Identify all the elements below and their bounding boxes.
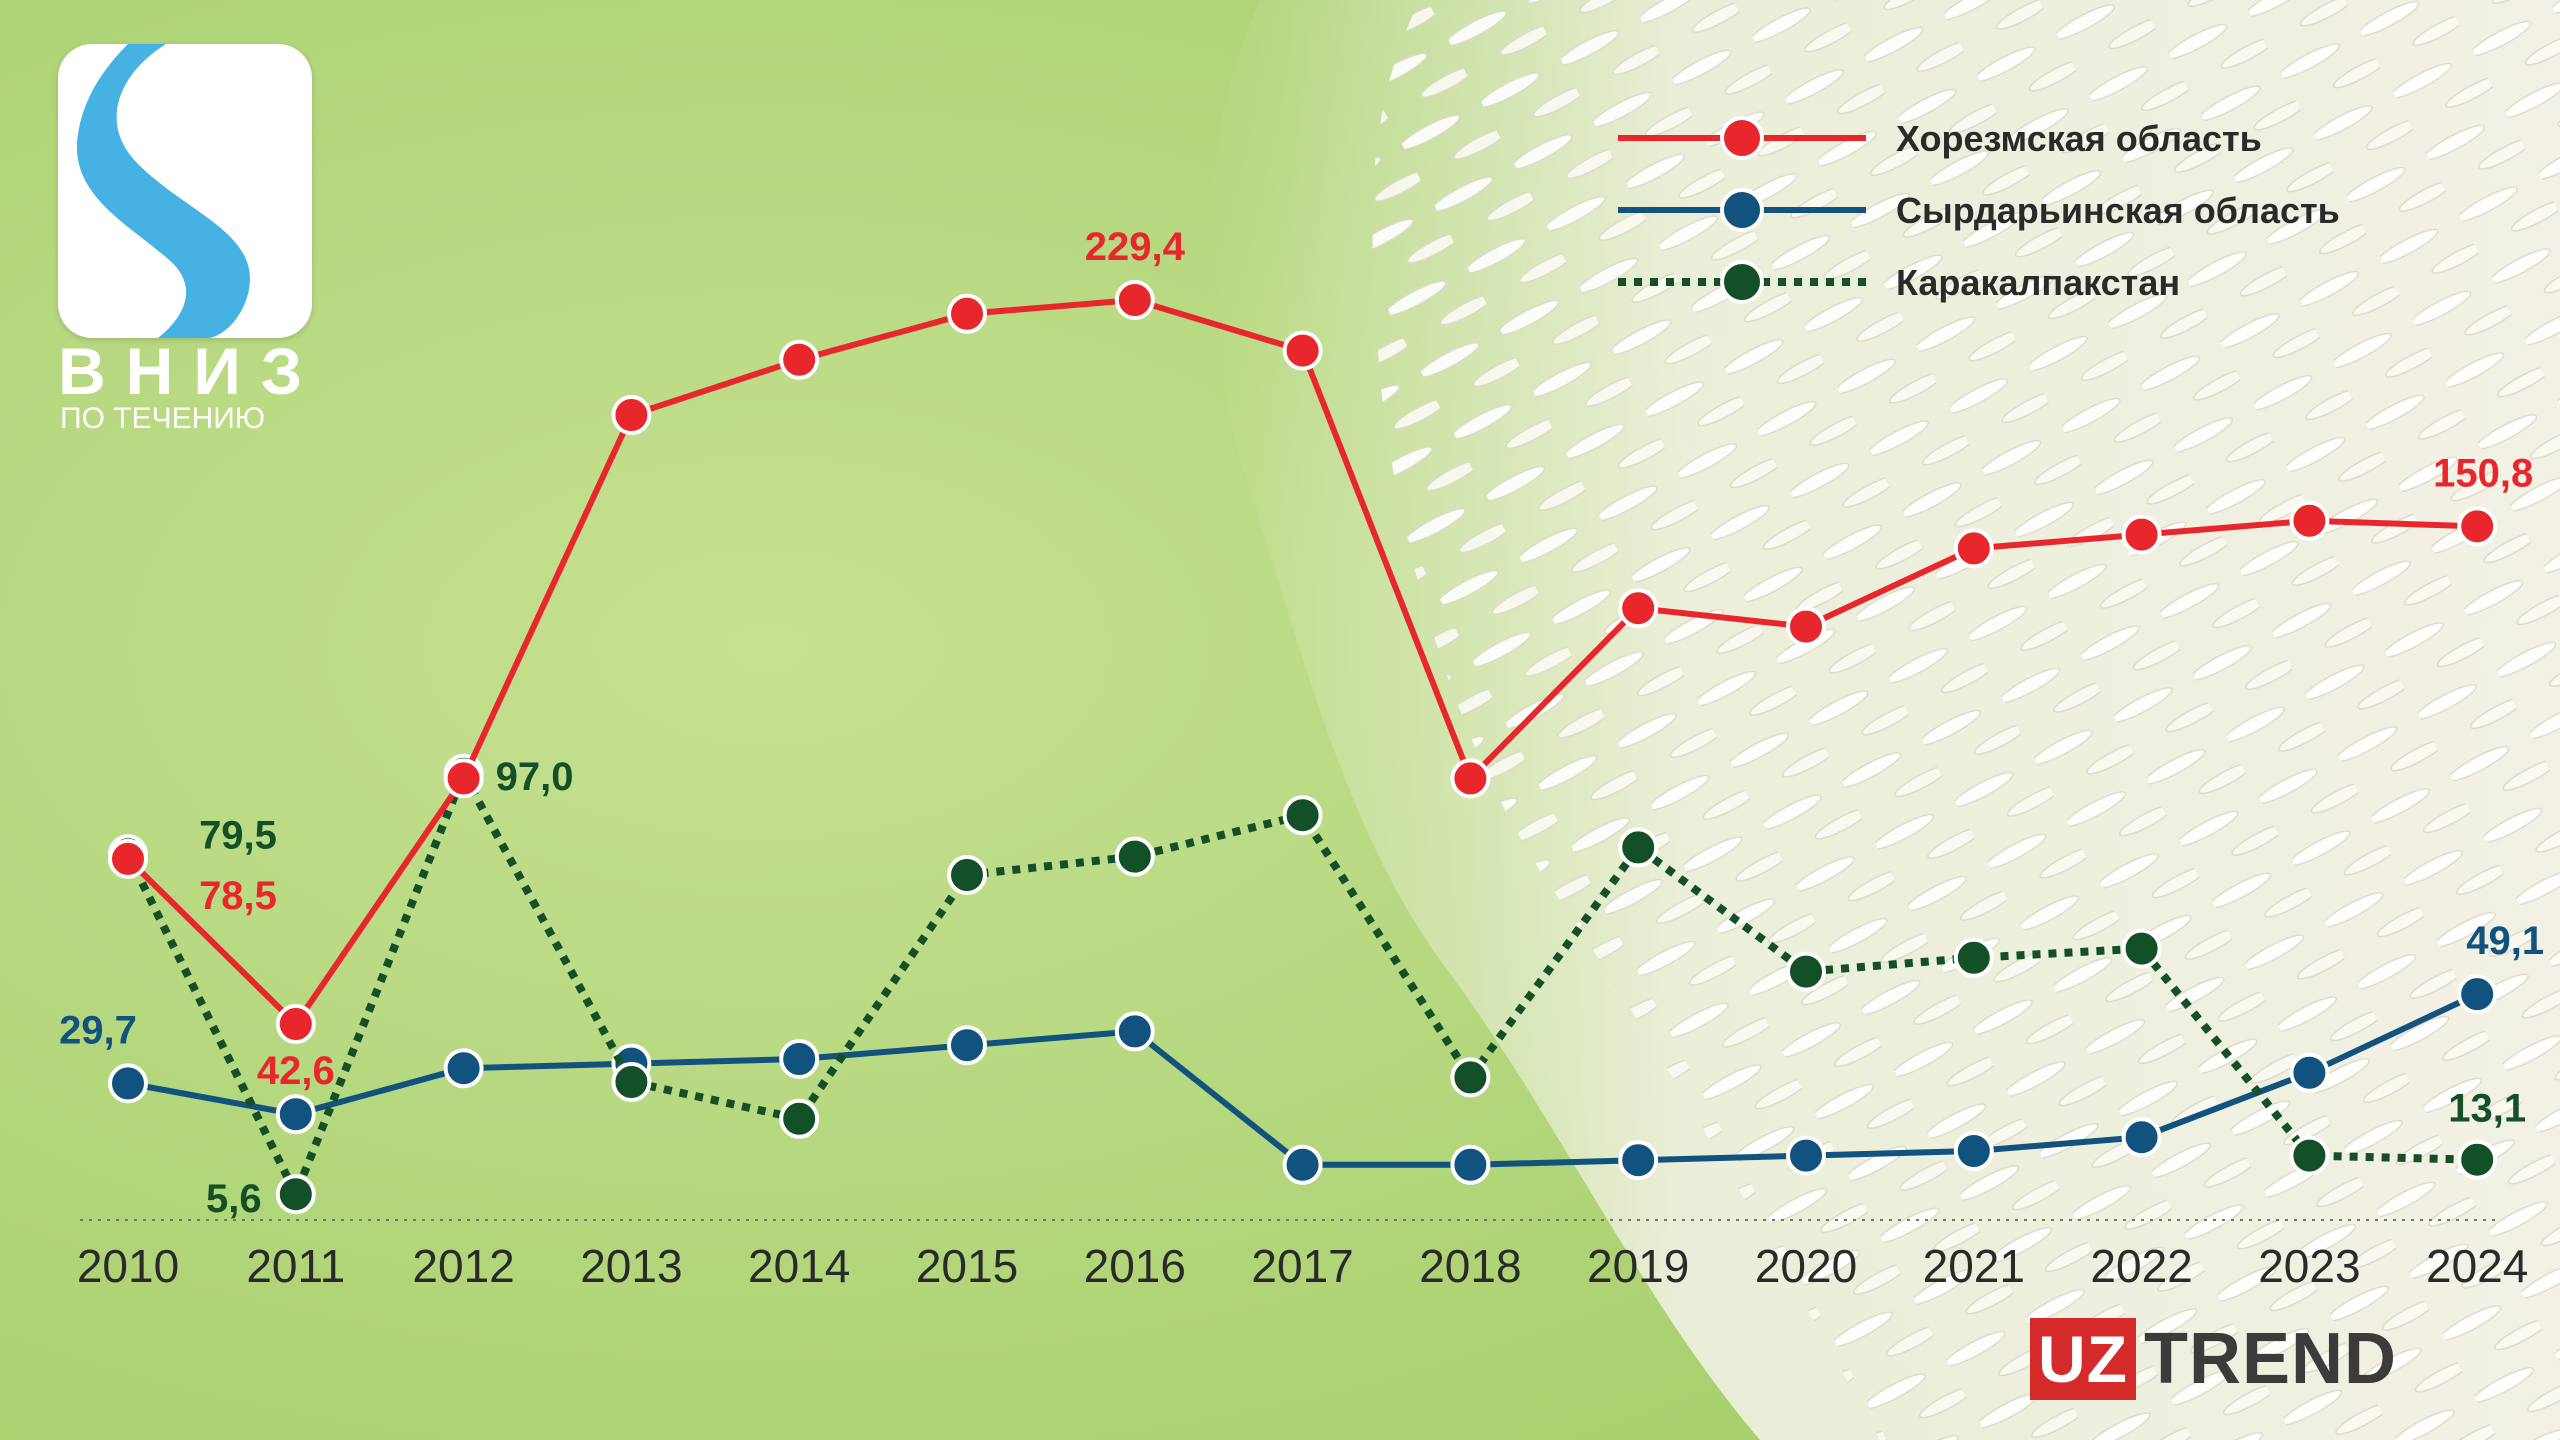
x-tick-label-2020: 2020 (1755, 1240, 1857, 1292)
river-icon (76, 44, 250, 338)
series-2-point-2014 (779, 1098, 820, 1139)
series-2-point-2016 (1114, 836, 1155, 877)
x-tick-label-2012: 2012 (412, 1240, 514, 1292)
legend-marker-2 (1720, 260, 1764, 304)
series-line-2 (124, 769, 2478, 1199)
series-1-point-2018 (1450, 1144, 1491, 1185)
series-0-point-2017 (1282, 330, 1323, 371)
x-tick-label-2014: 2014 (748, 1240, 850, 1292)
series-0-point-2021 (1953, 528, 1994, 569)
series-2-point-2020 (1786, 951, 1826, 992)
data-label-0-2016: 229,4 (1085, 225, 1186, 269)
x-tick-label-2013: 2013 (580, 1240, 682, 1292)
x-tick-label-2021: 2021 (1923, 1240, 2025, 1292)
legend-marker-1 (1720, 188, 1764, 232)
x-tick-label-2017: 2017 (1251, 1240, 1353, 1292)
data-label-1-2010: 29,7 (59, 1008, 137, 1052)
series-2-point-2024 (2457, 1139, 2498, 1180)
data-label-0-2011: 42,6 (257, 1049, 335, 1093)
x-tick-label-2022: 2022 (2090, 1240, 2192, 1292)
legend-item-0: Хорезмская область (1618, 116, 2262, 160)
series-0-point-2013 (611, 395, 652, 435)
series-1-point-2022 (2121, 1117, 2162, 1158)
series-0-point-2015 (947, 293, 987, 334)
logo-subtitle: ПО ТЕЧЕНИЮ (60, 402, 266, 435)
series-2-point-2013 (611, 1062, 652, 1102)
legend-label-0: Хорезмская область (1896, 118, 2262, 159)
data-label-0-2010: 78,5 (199, 874, 277, 918)
series-0 (108, 280, 2498, 1045)
series-0-point-2019 (1618, 588, 1659, 629)
x-tick-label-2010: 2010 (77, 1240, 179, 1292)
data-label-1-2024: 49,1 (2466, 919, 2544, 963)
legend-label-2: Каракалпакстан (1896, 262, 2180, 303)
legend-item-1: Сырдарьинская область (1618, 188, 2340, 232)
data-label-0-2024: 150,8 (2433, 451, 2533, 495)
series-1-point-2024 (2457, 974, 2498, 1015)
data-label-2-2024: 13,1 (2448, 1087, 2526, 1131)
series-2-point-2019 (1618, 827, 1659, 868)
series-0-point-2010 (108, 838, 148, 879)
series-1-point-2015 (947, 1025, 987, 1066)
data-labels: 78,5 42,6 229,4 150,8 29,7 49,1 79,5 5,6 97,0 13,… (59, 225, 2544, 1221)
legend: Хорезмская область Сырдарьинская область К… (1618, 116, 2340, 304)
x-axis-ticks: 2010 2011 2012 2013 2014 2015 2016 2017 2018 2019… (77, 1240, 2529, 1292)
series-1-point-2014 (779, 1039, 820, 1079)
series-0-point-2014 (779, 339, 820, 380)
data-label-2-2010: 79,5 (199, 813, 277, 857)
logo-title: ВНИЗ (58, 334, 323, 408)
series-0-point-2016 (1114, 280, 1155, 320)
series-1-point-2011 (275, 1094, 316, 1135)
series-2-point-2018 (1450, 1057, 1491, 1098)
series-1-point-2017 (1282, 1144, 1323, 1185)
x-tick-label-2023: 2023 (2258, 1240, 2360, 1292)
x-tick-label-2019: 2019 (1587, 1240, 1689, 1292)
series-2-point-2021 (1953, 937, 1994, 978)
series-0-point-2012 (443, 758, 484, 799)
series-1-point-2012 (443, 1048, 484, 1089)
series-0-point-2022 (2121, 514, 2162, 555)
series-layer (108, 280, 2498, 1215)
series-2-point-2023 (2289, 1135, 2330, 1176)
series-1-point-2016 (1114, 1011, 1155, 1052)
series-1-point-2019 (1618, 1140, 1659, 1181)
series-0-point-2020 (1786, 606, 1826, 647)
series-2-point-2011 (275, 1174, 316, 1215)
brand-uz: UZ (2030, 1318, 2136, 1400)
series-0-point-2023 (2289, 500, 2330, 541)
data-label-2-2012: 97,0 (496, 755, 574, 799)
series-0-point-2011 (275, 1004, 316, 1045)
series-1-point-2023 (2289, 1052, 2330, 1093)
x-tick-label-2024: 2024 (2426, 1240, 2528, 1292)
data-label-2-2011: 5,6 (206, 1177, 262, 1221)
brand-trend: TREND (2143, 1319, 2397, 1399)
legend-marker-0 (1720, 116, 1764, 160)
logo-badge (58, 44, 312, 338)
series-1-point-2020 (1786, 1135, 1826, 1176)
brand-logo: UZ TREND (2030, 1318, 2397, 1400)
legend-label-1: Сырдарьинская область (1896, 190, 2340, 231)
x-tick-label-2018: 2018 (1419, 1240, 1521, 1292)
x-tick-label-2015: 2015 (916, 1240, 1018, 1292)
x-tick-label-2016: 2016 (1084, 1240, 1186, 1292)
series-1-point-2021 (1953, 1131, 1994, 1171)
series-0-point-2024 (2457, 506, 2498, 547)
series-2-point-2015 (947, 855, 987, 895)
series-2-point-2017 (1282, 795, 1323, 836)
series-1-point-2010 (108, 1063, 148, 1104)
series-0-point-2018 (1450, 758, 1491, 799)
legend-item-2: Каракалпакстан (1618, 260, 2180, 304)
series-1 (108, 974, 2498, 1185)
x-tick-label-2011: 2011 (246, 1240, 345, 1292)
series-2-point-2022 (2121, 928, 2162, 969)
